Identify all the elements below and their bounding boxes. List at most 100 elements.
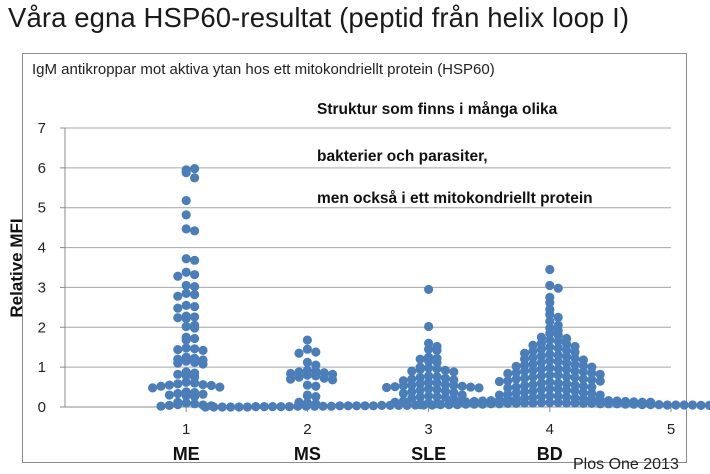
data-point-me	[173, 291, 183, 301]
data-point-bd	[587, 382, 597, 392]
data-point-sle	[407, 380, 417, 390]
data-point-bd	[562, 352, 572, 362]
data-point-me	[198, 380, 208, 390]
data-point-bd	[553, 364, 563, 374]
data-point-bd	[553, 370, 563, 380]
data-point-me	[173, 345, 183, 355]
data-point-sle	[424, 344, 434, 354]
data-point-bd	[604, 399, 614, 409]
category-label-bd: BD	[537, 444, 563, 464]
chart-subtitle: IgM antikroppar mot aktiva ytan hos ett …	[32, 61, 495, 78]
data-point-bd	[427, 400, 437, 410]
data-point-sle	[407, 393, 417, 403]
gridlines	[65, 127, 671, 368]
data-point-bd	[553, 312, 563, 322]
x-tick-label: 1	[182, 421, 190, 438]
data-point-sle	[432, 392, 442, 402]
data-point-bd	[696, 400, 706, 411]
data-point-bd	[520, 387, 530, 397]
data-point-bd	[528, 372, 538, 382]
data-point-bd	[587, 368, 597, 378]
data-point-sle	[415, 354, 425, 364]
y-tick-label: 7	[38, 120, 46, 137]
data-point-bd	[452, 400, 462, 410]
data-point-bd	[259, 402, 269, 412]
data-point-bd	[545, 356, 555, 366]
data-point-bd	[536, 398, 547, 408]
data-point-bd	[570, 398, 580, 408]
data-point-ms	[294, 372, 304, 382]
data-point-sle	[424, 356, 434, 366]
y-tick-label: 5	[38, 200, 46, 217]
data-point-me	[190, 392, 200, 402]
data-point-bd	[671, 400, 681, 410]
data-point-ms	[302, 344, 312, 354]
data-point-bd	[360, 401, 370, 411]
data-point-bd	[520, 366, 530, 376]
axes	[60, 127, 672, 412]
data-point-bd	[326, 401, 336, 411]
data-point-me	[181, 288, 191, 299]
data-point-bd	[545, 377, 555, 387]
category-label-sle: SLE	[411, 444, 446, 464]
data-point-bd	[511, 368, 521, 378]
data-point-me	[206, 380, 216, 391]
data-point-bd	[545, 398, 555, 408]
data-point-me	[181, 313, 191, 324]
data-point-bd	[503, 398, 513, 409]
data-point-bd	[578, 398, 589, 409]
data-point-me	[190, 255, 200, 265]
data-point-bd	[478, 399, 488, 409]
data-point-me	[173, 271, 183, 281]
data-point-bd	[226, 402, 236, 412]
data-point-bd	[251, 402, 261, 412]
data-point-bd	[629, 399, 639, 409]
data-point-bd	[562, 398, 572, 408]
data-point-sle	[457, 390, 467, 400]
data-point-bd	[503, 368, 513, 379]
y-tick-labels: 0 1 2 3 4 5 6 7	[38, 120, 46, 416]
data-point-bd	[503, 383, 513, 393]
data-point-me	[181, 356, 191, 366]
data-point-bd	[553, 391, 563, 401]
data-point-sle	[440, 373, 450, 383]
category-label-ms: MS	[294, 444, 321, 464]
data-point-me	[156, 401, 166, 411]
data-point-me	[173, 369, 183, 379]
data-point-bd	[545, 328, 555, 338]
data-point-sle	[449, 367, 459, 377]
data-point-bd	[679, 400, 689, 410]
data-point-bd	[545, 297, 555, 308]
data-point-bd	[562, 339, 572, 349]
data-point-bd	[511, 361, 521, 371]
data-point-sle	[424, 384, 434, 394]
data-point-sle	[398, 388, 408, 399]
data-point-sle	[432, 378, 442, 388]
data-point-bd	[528, 346, 538, 356]
data-point-bd	[318, 401, 328, 411]
data-point-sle	[398, 381, 408, 391]
data-point-bd	[570, 386, 580, 396]
data-point-bd	[562, 385, 572, 395]
data-point-sle	[440, 392, 450, 403]
data-point-sle	[407, 387, 417, 397]
data-point-me	[173, 313, 183, 323]
data-point-bd	[595, 399, 605, 409]
data-point-me	[198, 389, 208, 399]
data-point-me	[190, 301, 200, 312]
data-point-sle	[457, 381, 467, 391]
data-point-me	[215, 382, 225, 392]
data-point-me	[181, 195, 191, 206]
data-point-bd	[343, 401, 353, 411]
data-point-sle	[390, 382, 400, 392]
data-point-bd	[419, 400, 429, 410]
data-point-sle	[424, 377, 434, 387]
data-point-me	[190, 226, 200, 236]
data-point-bd	[578, 381, 589, 391]
data-point-me	[190, 173, 200, 183]
data-point-bd	[553, 398, 563, 408]
data-point-bd	[511, 374, 521, 384]
data-point-bd	[545, 264, 555, 275]
data-point-bd	[570, 353, 580, 363]
data-point-bd	[528, 386, 538, 396]
